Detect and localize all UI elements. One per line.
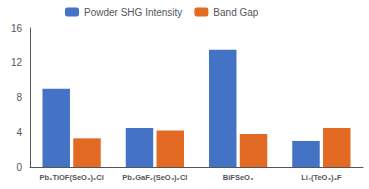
svg-text:Pb₂TiOF(SeO₃)₂Cl: Pb₂TiOF(SeO₃)₂Cl [40,173,104,182]
svg-text:4: 4 [16,127,22,138]
svg-text:0: 0 [16,162,22,173]
svg-text:Li₇(TeO₃)₄F: Li₇(TeO₃)₄F [301,173,342,182]
svg-text:BiFSeO₃: BiFSeO₃ [223,173,254,182]
svg-text:Powder SHG Intensity: Powder SHG Intensity [84,7,182,18]
svg-text:Band Gap: Band Gap [213,7,258,18]
svg-text:16: 16 [11,23,23,34]
svg-text:8: 8 [16,92,22,103]
svg-text:12: 12 [11,57,23,68]
svg-text:Pb₂GaF₂(SeO₃)₂Cl: Pb₂GaF₂(SeO₃)₂Cl [122,173,187,182]
